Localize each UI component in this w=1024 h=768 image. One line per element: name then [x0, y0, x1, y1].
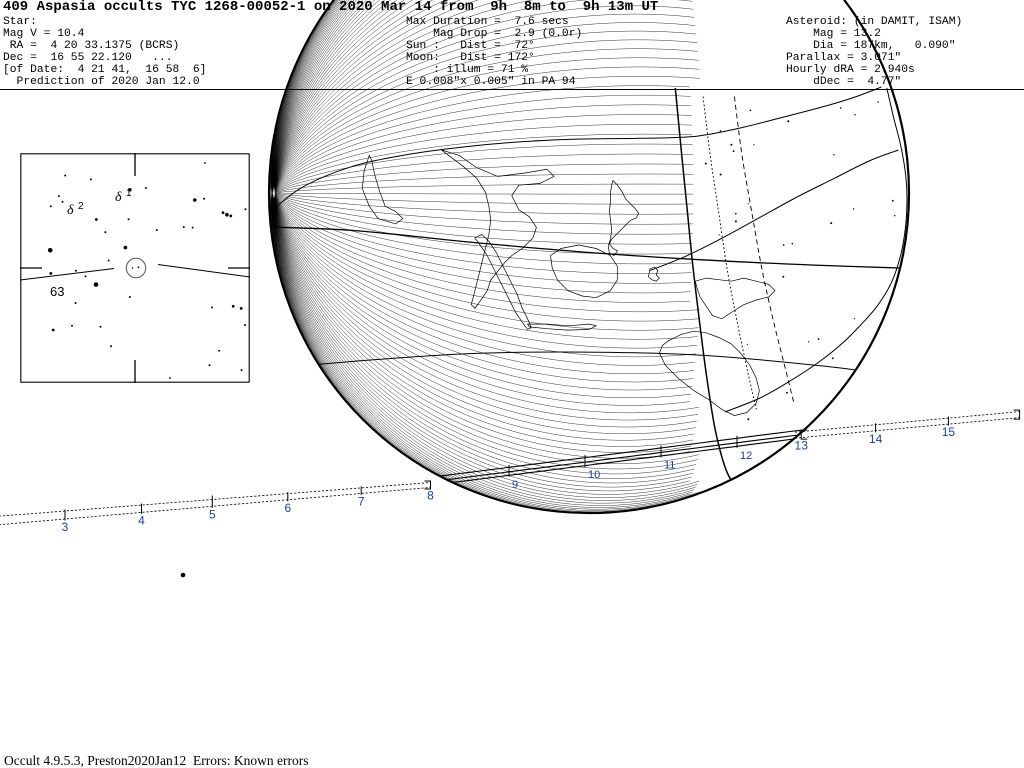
svg-text:12: 12 [740, 450, 752, 462]
svg-text:3: 3 [62, 520, 69, 534]
svg-text:5: 5 [209, 507, 216, 521]
svg-text:15: 15 [942, 425, 956, 439]
svg-text:10: 10 [588, 469, 600, 481]
svg-text:8: 8 [427, 489, 434, 503]
svg-text:14: 14 [869, 432, 883, 446]
svg-text:13: 13 [795, 439, 809, 453]
svg-text:9: 9 [512, 479, 518, 491]
svg-text:4: 4 [138, 513, 145, 527]
svg-text:11: 11 [664, 460, 675, 472]
svg-text:6: 6 [284, 501, 291, 515]
svg-text:7: 7 [358, 494, 365, 508]
